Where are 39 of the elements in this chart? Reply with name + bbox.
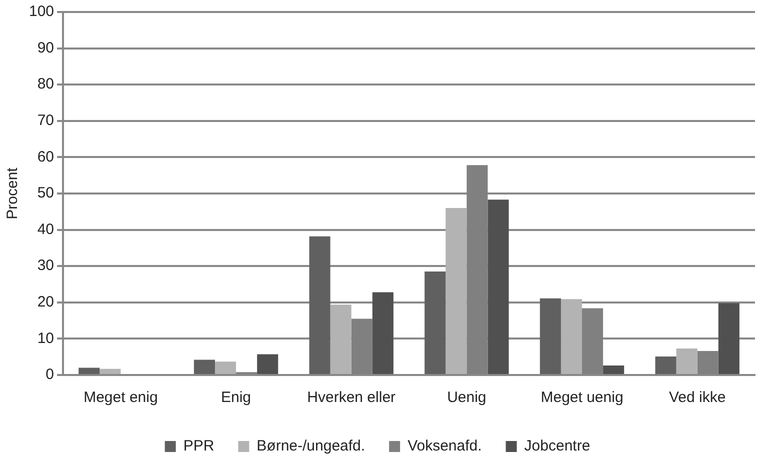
- y-tick-label: 60: [37, 148, 54, 166]
- bar: [100, 368, 121, 374]
- y-tick-label: 30: [37, 257, 54, 274]
- bar: [446, 208, 467, 374]
- bar: [194, 360, 215, 374]
- x-tick-label: Meget enig: [84, 389, 158, 406]
- y-tick-label: 80: [37, 76, 54, 93]
- bar: [309, 236, 330, 374]
- y-tick-label: 50: [37, 184, 54, 202]
- bar: [540, 298, 561, 374]
- bar: [78, 368, 100, 374]
- bar: [330, 304, 352, 374]
- y-tick-label: 90: [37, 39, 54, 56]
- bar: [676, 348, 698, 374]
- bar: [560, 299, 582, 374]
- bar: [257, 354, 278, 374]
- bar: [488, 200, 509, 374]
- x-tick-label: Ved ikke: [668, 389, 726, 406]
- bar: [214, 362, 236, 374]
- y-tick-label: 20: [37, 294, 54, 311]
- bar: [603, 366, 624, 374]
- y-tick-label: 10: [37, 330, 54, 347]
- x-tick-label: Enig: [221, 389, 252, 406]
- y-tick-label: 40: [37, 220, 54, 238]
- legend-label: PPR: [183, 438, 214, 455]
- y-tick-label: 100: [28, 3, 54, 20]
- legend-label: Jobcentre: [524, 438, 590, 455]
- bar: [718, 303, 740, 374]
- x-tick-label: Meget uenig: [540, 389, 624, 406]
- x-tick-label: Uenig: [447, 389, 486, 406]
- bar: [372, 292, 394, 374]
- legend-label: Børne-/ungeafd.: [256, 438, 366, 455]
- y-axis-title: Procent: [4, 166, 22, 220]
- bar: [424, 272, 446, 374]
- y-tick-label: 0: [46, 366, 54, 384]
- y-tick-label: 70: [37, 112, 54, 130]
- bar: [655, 356, 676, 374]
- x-tick-label: Hverken eller: [307, 389, 396, 406]
- legend-label: Voksenafd.: [408, 438, 482, 455]
